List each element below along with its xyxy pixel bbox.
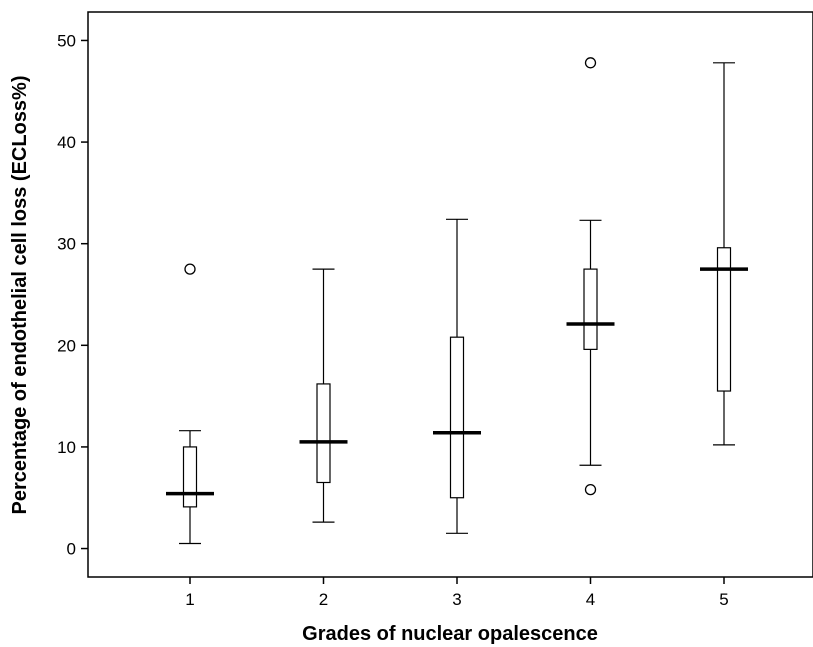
iqr-box [182,446,198,508]
y-axis: 0 10 20 30 40 50 [57,31,88,559]
box-group-4 [566,57,615,496]
x-tick-label: 2 [319,590,328,609]
y-tick-label: 30 [57,235,76,254]
y-tick-label: 40 [57,133,76,152]
iqr-box [583,268,598,350]
outlier-point [584,57,597,69]
y-tick-label: 10 [57,438,76,457]
iqr-box [316,383,331,484]
y-tick-label: 0 [67,540,76,559]
x-tick-label: 5 [719,590,728,609]
x-axis: 1 2 3 4 5 [185,577,729,609]
plot-frame [87,11,813,578]
iqr-box [716,247,732,392]
iqr-box [449,336,465,499]
box-group-1 [166,263,214,545]
outlier-point [184,263,196,275]
x-tick-label: 4 [586,590,595,609]
box-group-5 [700,62,748,446]
box-group-3 [433,218,481,534]
x-axis-title: Grades of nuclear opalescence [302,623,598,645]
outlier-point [584,483,597,496]
x-tick-label: 3 [452,590,461,609]
y-axis-title: Percentage of endothelial cell loss (ECL… [9,75,31,514]
box-group-2 [299,268,348,523]
boxes [166,57,748,545]
x-tick-label: 1 [185,590,194,609]
y-tick-label: 50 [57,31,76,50]
y-tick-label: 20 [57,336,76,355]
